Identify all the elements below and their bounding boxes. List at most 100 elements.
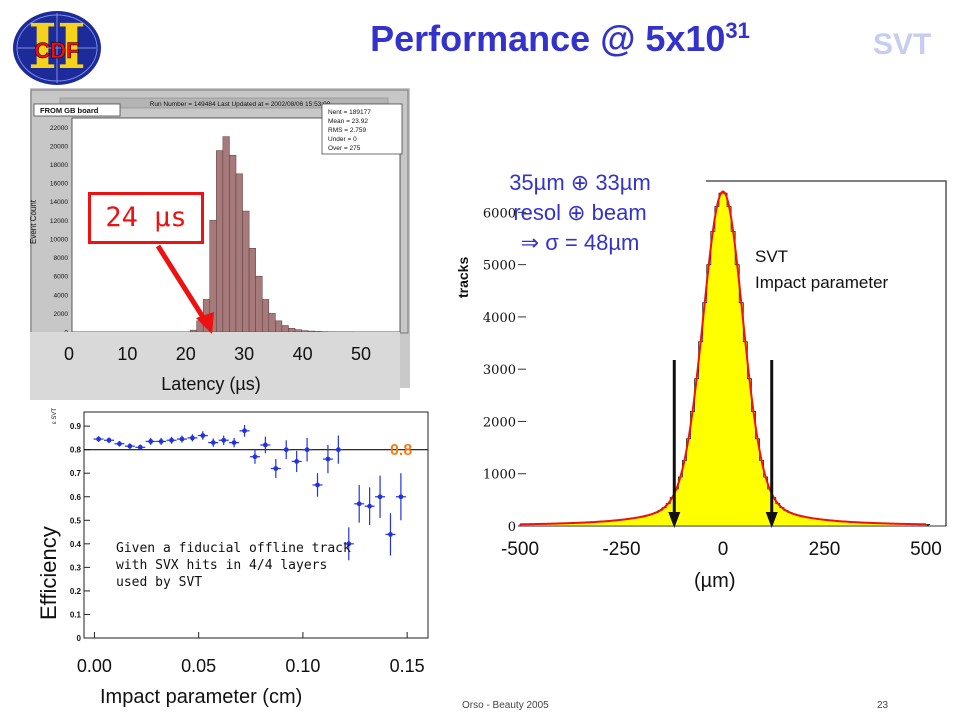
latency-callout: 24 µs bbox=[88, 192, 204, 244]
stats-line: Nent = 189177 bbox=[328, 109, 371, 116]
impact-x-tick-label: 0 bbox=[718, 539, 729, 560]
efficiency-point bbox=[304, 447, 310, 453]
callout-arrow-shaft bbox=[155, 244, 209, 324]
note-line: with SVX hits in 4/4 layers bbox=[116, 558, 328, 573]
efficiency-points bbox=[93, 424, 406, 561]
efficiency-y-tick-label: 0.1 bbox=[70, 610, 82, 619]
efficiency-y-tick-label: 0.6 bbox=[70, 493, 82, 502]
efficiency-point bbox=[242, 428, 247, 434]
efficiency-point bbox=[106, 437, 112, 443]
efficiency-point bbox=[346, 541, 352, 547]
note-line: Given a fiducial offline track bbox=[116, 541, 351, 556]
efficiency-point bbox=[179, 436, 185, 442]
efficiency-y-tick-label: 0.7 bbox=[70, 469, 82, 478]
impact-y-tick-label: 3000 bbox=[483, 363, 516, 378]
title-text: Performance @ 5x10 bbox=[370, 18, 726, 59]
efficiency-y-tick-label: 0.5 bbox=[70, 516, 82, 525]
cdf-logo: II CDF bbox=[13, 10, 101, 85]
latency-x-tick-label: 30 bbox=[234, 344, 254, 364]
latency-y-tick-label: 10000 bbox=[50, 236, 68, 243]
efficiency-y-tick-label: 0.3 bbox=[70, 563, 82, 572]
efficiency-point bbox=[315, 482, 320, 488]
impact-y-tick-label: 4000 bbox=[483, 311, 516, 326]
latency-x-tick-label: 50 bbox=[351, 344, 371, 364]
impact-y-tick-label: 1000 bbox=[483, 468, 516, 483]
impact-x-tick-label: -500 bbox=[501, 539, 539, 560]
efficiency-point bbox=[335, 447, 341, 453]
efficiency-point bbox=[388, 532, 393, 537]
latency-y-tick-label: 14000 bbox=[50, 199, 68, 206]
impact-label: SVT Impact parameter bbox=[755, 244, 888, 296]
efficiency-y-tick-label: 0.4 bbox=[70, 540, 82, 549]
efficiency-point bbox=[273, 466, 279, 471]
impact-label-line: Impact parameter bbox=[755, 273, 889, 292]
latency-y-tick-label: 22000 bbox=[50, 125, 68, 132]
efficiency-x-tick-label: 0.15 bbox=[390, 656, 425, 676]
callout-arrow-head bbox=[196, 312, 214, 334]
latency-x-tick-label: 0 bbox=[64, 344, 74, 364]
efficiency-point bbox=[294, 459, 300, 464]
note-line: used by SVT bbox=[116, 575, 203, 590]
impact-x-tick-label: 250 bbox=[809, 539, 841, 560]
impact-x-tick-label: -250 bbox=[602, 539, 640, 560]
efficiency-y-tick-label: 0.9 bbox=[70, 422, 82, 431]
page-title: Performance @ 5x1031 bbox=[300, 18, 820, 60]
efficiency-point bbox=[96, 436, 101, 442]
efficiency-point bbox=[148, 439, 154, 444]
latency-x-tick-label: 20 bbox=[176, 344, 196, 364]
impact-y-tick-label: 5000 bbox=[483, 259, 516, 274]
cdf-logo-letter: II bbox=[28, 10, 86, 83]
latency-x-title: Latency (µs) bbox=[161, 374, 260, 394]
impact-marker-head bbox=[765, 512, 778, 528]
efficiency-x-tick-label: 0.05 bbox=[181, 656, 216, 676]
latency-y-tick-label: 12000 bbox=[50, 218, 68, 225]
latency-y-tick-label: 2000 bbox=[54, 311, 69, 318]
stats-line: Under = 0 bbox=[328, 136, 357, 143]
efficiency-point bbox=[127, 443, 133, 449]
cdf-logo-text: CDF bbox=[34, 38, 79, 63]
resolution-line: 35µm ⊕ 33µm bbox=[509, 170, 651, 195]
efficiency-x-tick-label: 0.00 bbox=[77, 656, 112, 676]
latency-y-tick-label: 6000 bbox=[54, 274, 69, 281]
latency-header-text: Run Number = 149484 Last Updated at = 20… bbox=[150, 101, 331, 108]
impact-x-unit: (µm) bbox=[694, 570, 736, 592]
latency-y-title: Event Count bbox=[29, 199, 38, 244]
impact-y-title: tracks bbox=[455, 256, 471, 298]
title-exponent: 31 bbox=[725, 18, 750, 43]
impact-y-tick-label: 2000 bbox=[483, 415, 516, 430]
impact-x-tick-label: 500 bbox=[910, 539, 942, 560]
impact-fit-curve bbox=[519, 190, 927, 526]
resolution-text: 35µm ⊕ 33µm resol ⊕ beam ⇒ σ = 48µm bbox=[470, 168, 690, 258]
efficiency-small-ylabel: ε SVT bbox=[52, 408, 58, 424]
latency-header-bar bbox=[59, 97, 389, 109]
latency-y-tick-label: 20000 bbox=[50, 143, 68, 150]
latency-y-tick-label: 8000 bbox=[54, 255, 69, 262]
efficiency-point bbox=[190, 435, 195, 441]
resolution-line: ⇒ σ = 48µm bbox=[520, 230, 640, 255]
stats-line: RMS = 2.759 bbox=[328, 127, 367, 134]
impact-y-tick-label: 6000 bbox=[483, 206, 516, 221]
efficiency-x-title: Impact parameter (cm) bbox=[100, 686, 303, 708]
impact-x-ticks: -500 -250 0 250 500 bbox=[501, 539, 942, 560]
efficiency-point bbox=[200, 433, 206, 438]
efficiency-point bbox=[221, 437, 227, 443]
latency-axis-panel bbox=[30, 332, 400, 400]
efficiency-point bbox=[325, 456, 331, 462]
impact-y-ticks: 0 1000 2000 3000 4000 5000 6000 bbox=[483, 206, 526, 535]
latency-y-tick-label: 16000 bbox=[50, 181, 68, 188]
reference-label: 0.8 bbox=[390, 442, 413, 459]
svt-logo: SVT bbox=[873, 28, 932, 61]
efficiency-x-tick-label: 0.10 bbox=[285, 656, 320, 676]
stats-line: Mean = 23.92 bbox=[328, 118, 368, 125]
efficiency-point bbox=[356, 501, 362, 507]
efficiency-y-tick-label: 0 bbox=[77, 634, 82, 643]
footer-page-number: 23 bbox=[877, 700, 889, 711]
impact-marker-head bbox=[668, 512, 681, 528]
impact-frame bbox=[706, 180, 947, 526]
footer-author: Orso - Beauty 2005 bbox=[462, 700, 549, 711]
efficiency-point bbox=[283, 447, 289, 453]
efficiency-point bbox=[117, 441, 122, 447]
